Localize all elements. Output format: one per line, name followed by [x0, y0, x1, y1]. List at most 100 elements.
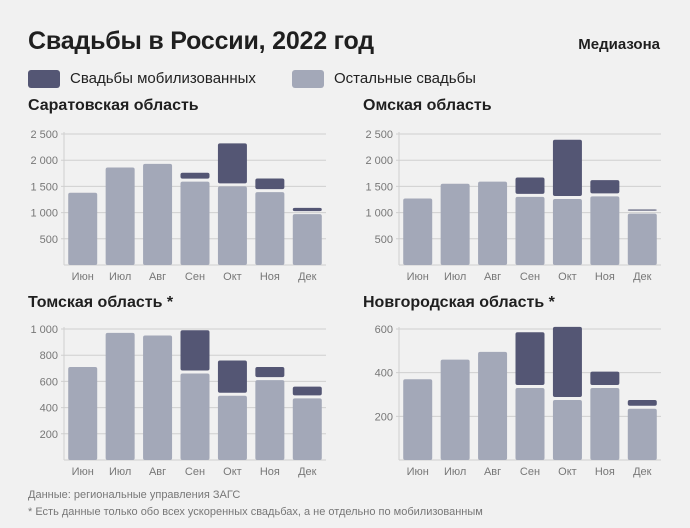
y-tick-label: 600	[375, 324, 393, 336]
bar-other-4	[552, 198, 582, 265]
y-tick-label: 600	[40, 376, 58, 388]
bar-other-4	[552, 399, 582, 460]
x-tick-label: Июн	[72, 271, 94, 283]
bar-mobilized-4	[217, 360, 247, 393]
bar-other-6	[292, 214, 322, 265]
bar-other-3	[180, 181, 210, 265]
bar-mobilized-3	[180, 172, 210, 179]
bar-mobilized-4	[217, 143, 247, 184]
bar-mobilized-5	[255, 178, 285, 190]
x-tick-label: Дек	[298, 466, 317, 478]
bar-other-3	[515, 387, 545, 460]
bar-other-5	[590, 196, 620, 265]
bar-other-2	[478, 351, 508, 460]
y-tick-label: 1 000	[30, 324, 58, 336]
y-tick-label: 400	[375, 368, 393, 380]
bar-other-5	[590, 387, 620, 460]
x-tick-label: Ноя	[595, 271, 615, 283]
x-tick-label: Авг	[149, 466, 166, 478]
bar-other-4	[217, 186, 247, 265]
bar-other-2	[143, 163, 173, 265]
x-tick-label: Дек	[633, 271, 652, 283]
x-tick-label: Дек	[298, 271, 317, 283]
y-tick-label: 2 000	[30, 155, 58, 167]
bar-mobilized-3	[515, 177, 545, 194]
bar-mobilized-6	[627, 209, 657, 211]
bar-other-4	[217, 395, 247, 460]
x-tick-label: Июн	[407, 466, 429, 478]
bar-other-3	[515, 196, 545, 265]
bar-other-2	[143, 335, 173, 460]
legend-swatch-mobilized	[28, 70, 60, 88]
x-tick-label: Окт	[558, 466, 577, 478]
footnote-source: Данные: региональные управления ЗАГС	[28, 489, 241, 501]
chart-title-omsk: Омская область	[363, 97, 492, 114]
x-tick-label: Авг	[149, 271, 166, 283]
bar-mobilized-6	[627, 399, 657, 406]
x-tick-label: Июл	[109, 271, 131, 283]
legend-swatch-other	[292, 70, 324, 88]
bar-mobilized-6	[292, 207, 322, 212]
bar-other-3	[180, 373, 210, 460]
footnote-note: * Есть данные только обо всех ускоренных…	[28, 506, 483, 518]
x-tick-label: Сен	[185, 271, 205, 283]
y-tick-label: 2 500	[30, 129, 58, 141]
bar-other-1	[105, 167, 135, 265]
y-tick-label: 2 500	[365, 129, 393, 141]
brand-logo: Медиазона	[578, 36, 660, 53]
bar-other-0	[68, 192, 98, 265]
x-tick-label: Окт	[223, 271, 242, 283]
y-tick-label: 200	[40, 429, 58, 441]
bar-mobilized-3	[180, 330, 210, 371]
y-tick-label: 500	[40, 234, 58, 246]
bar-other-1	[440, 359, 470, 460]
y-tick-label: 400	[40, 403, 58, 415]
x-tick-label: Авг	[484, 271, 501, 283]
chart-tomsk: 200 400 600 800 1 000 Июн Июл Авг Сен Окт Ноя Дек	[30, 324, 326, 478]
bar-other-5	[255, 380, 285, 460]
x-tick-label: Ноя	[260, 271, 280, 283]
bar-mobilized-4	[552, 139, 582, 196]
chart-saratov: 500 1 000 1 500 2 000 2 500 Июн Июл Авг Сен Окт Но…	[30, 129, 326, 283]
bar-other-6	[627, 408, 657, 460]
legend-label-other: Остальные свадьбы	[334, 70, 476, 87]
x-tick-label: Дек	[633, 466, 652, 478]
x-tick-label: Сен	[520, 466, 540, 478]
chart-title-saratov: Саратовская область	[28, 97, 199, 114]
bar-mobilized-5	[255, 366, 285, 378]
bar-other-1	[105, 332, 135, 460]
x-tick-label: Окт	[223, 466, 242, 478]
x-tick-label: Сен	[520, 271, 540, 283]
x-tick-label: Июн	[407, 271, 429, 283]
bar-other-2	[478, 181, 508, 265]
bar-other-0	[403, 379, 433, 460]
x-tick-label: Июн	[72, 466, 94, 478]
y-tick-label: 500	[375, 234, 393, 246]
legend-label-mobilized: Свадьбы мобилизованных	[70, 70, 256, 87]
x-tick-label: Авг	[484, 466, 501, 478]
bar-mobilized-5	[590, 371, 620, 385]
bar-other-1	[440, 183, 470, 265]
bar-mobilized-4	[552, 326, 582, 397]
bar-other-0	[68, 366, 98, 460]
x-tick-label: Июл	[109, 466, 131, 478]
bar-other-6	[627, 213, 657, 265]
y-tick-label: 800	[40, 350, 58, 362]
y-tick-label: 1 000	[30, 208, 58, 220]
bar-mobilized-5	[590, 180, 620, 194]
x-tick-label: Окт	[558, 271, 577, 283]
chart-omsk: 500 1 000 1 500 2 000 2 500 Июн Июл Авг Сен Окт Но…	[365, 129, 661, 283]
chart-title-novgorod: Новгородская область *	[363, 294, 555, 311]
y-tick-label: 1 000	[365, 208, 393, 220]
x-tick-label: Сен	[185, 466, 205, 478]
y-tick-label: 1 500	[30, 181, 58, 193]
y-tick-label: 1 500	[365, 181, 393, 193]
x-tick-label: Июл	[444, 271, 466, 283]
x-tick-label: Ноя	[260, 466, 280, 478]
bar-mobilized-3	[515, 332, 545, 385]
x-tick-label: Июл	[444, 466, 466, 478]
y-tick-label: 200	[375, 411, 393, 423]
page-title: Свадьбы в России, 2022 год	[28, 27, 374, 55]
bar-mobilized-6	[292, 386, 322, 396]
bar-other-6	[292, 398, 322, 460]
